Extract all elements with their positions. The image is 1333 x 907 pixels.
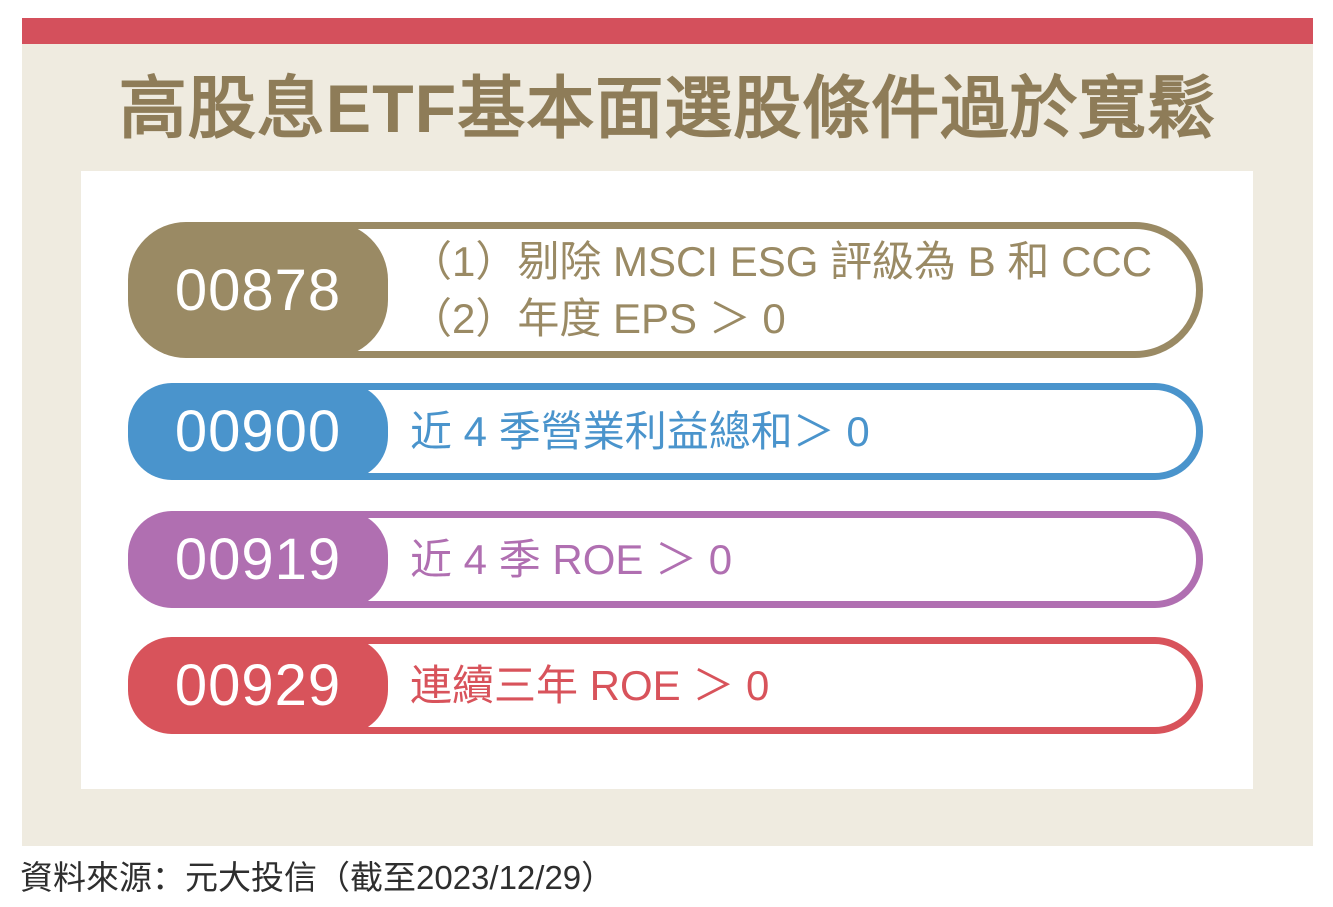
criteria-line: （1）剔除 MSCI ESG 評級為 B 和 CCC bbox=[410, 238, 1153, 285]
etf-code-badge: 00929 bbox=[128, 637, 388, 734]
criteria-text: 近 4 季營業利益總和＞ 0 bbox=[410, 403, 870, 460]
etf-code-badge: 00878 bbox=[128, 222, 388, 358]
etf-row-00878: 00878 （1）剔除 MSCI ESG 評級為 B 和 CCC （2）年度 E… bbox=[128, 222, 1203, 358]
criteria-line: 近 4 季營業利益總和＞ 0 bbox=[410, 408, 870, 455]
criteria-text: 連續三年 ROE ＞ 0 bbox=[410, 657, 769, 714]
etf-code: 00878 bbox=[174, 257, 342, 323]
etf-code: 00919 bbox=[174, 527, 342, 592]
criteria-card: 00878 （1）剔除 MSCI ESG 評級為 B 和 CCC （2）年度 E… bbox=[81, 171, 1253, 789]
criteria-text: （1）剔除 MSCI ESG 評級為 B 和 CCC （2）年度 EPS ＞ 0 bbox=[410, 233, 1152, 347]
criteria-line: 連續三年 ROE ＞ 0 bbox=[410, 662, 770, 709]
criteria-line: （2）年度 EPS ＞ 0 bbox=[410, 295, 786, 342]
source-note: 資料來源：元大投信（截至2023/12/29） bbox=[20, 859, 615, 896]
etf-code-badge: 00900 bbox=[128, 383, 388, 480]
criteria-line: 近 4 季 ROE ＞ 0 bbox=[410, 536, 733, 583]
criteria-text: 近 4 季 ROE ＞ 0 bbox=[410, 531, 732, 588]
etf-row-00929: 00929 連續三年 ROE ＞ 0 bbox=[128, 637, 1203, 734]
etf-code: 00900 bbox=[174, 399, 342, 464]
etf-code-badge: 00919 bbox=[128, 511, 388, 608]
etf-code: 00929 bbox=[174, 653, 342, 718]
etf-row-00900: 00900 近 4 季營業利益總和＞ 0 bbox=[128, 383, 1203, 480]
figure-title: 高股息ETF基本面選股條件過於寬鬆 bbox=[118, 71, 1217, 147]
etf-row-00919: 00919 近 4 季 ROE ＞ 0 bbox=[128, 511, 1203, 608]
top-accent-bar bbox=[22, 18, 1313, 44]
